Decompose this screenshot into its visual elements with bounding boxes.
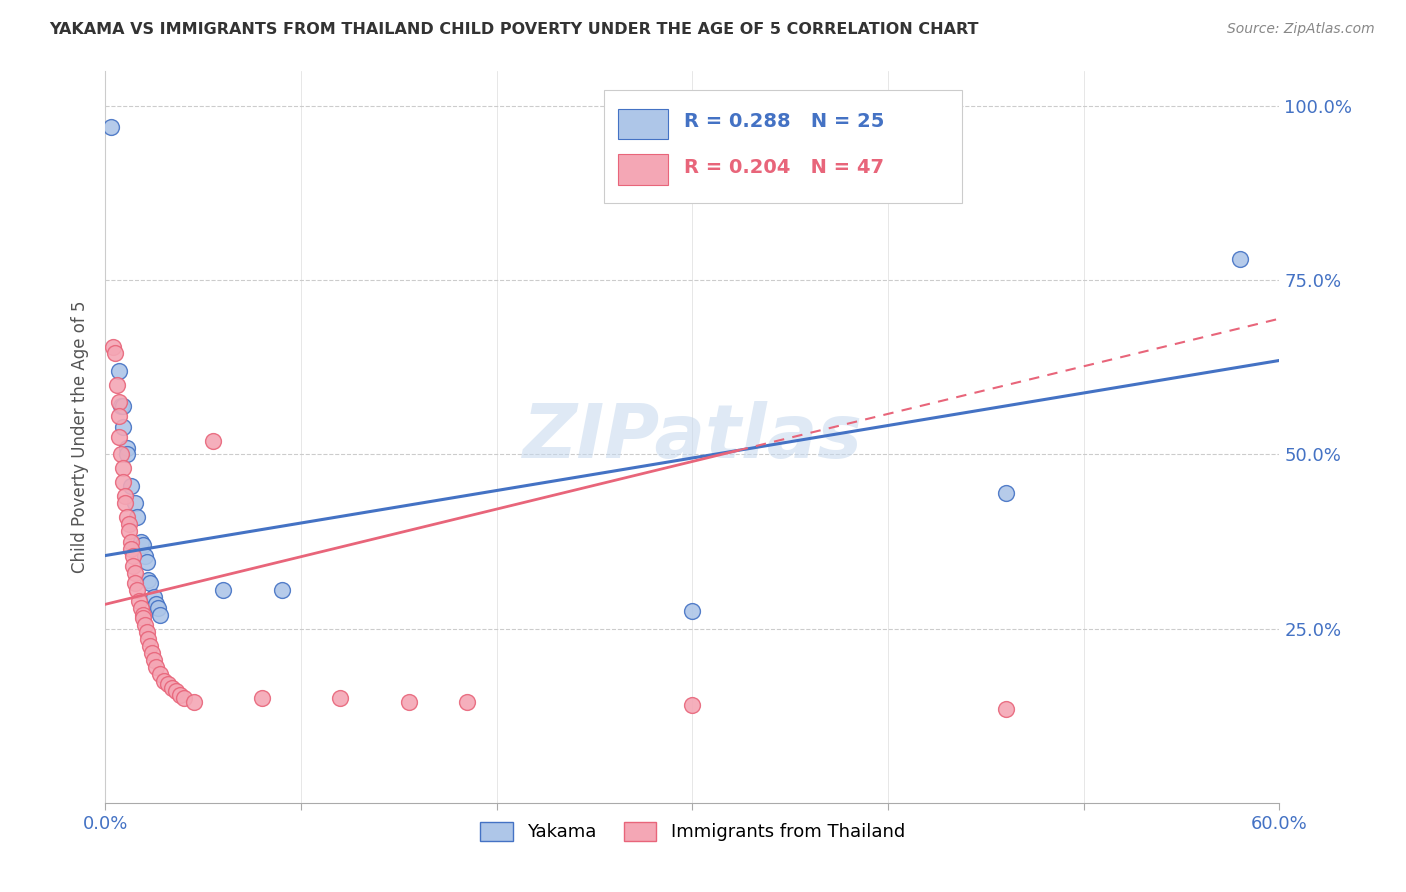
Point: [112, 461, 135, 475]
Point: [124, 576, 146, 591]
Point: [145, 597, 167, 611]
Point: [270, 583, 292, 598]
Point: [134, 549, 156, 563]
Text: Source: ZipAtlas.com: Source: ZipAtlas.com: [1227, 22, 1375, 37]
Point: [202, 434, 225, 448]
Point: [108, 430, 131, 444]
Point: [118, 524, 141, 538]
Point: [134, 618, 156, 632]
Point: [173, 691, 195, 706]
Point: [124, 566, 146, 580]
Point: [112, 475, 135, 490]
Point: [148, 600, 170, 615]
Point: [108, 364, 131, 378]
Point: [105, 377, 128, 392]
FancyBboxPatch shape: [619, 154, 668, 185]
Point: [110, 448, 132, 462]
Point: [456, 695, 478, 709]
Text: R = 0.204   N = 47: R = 0.204 N = 47: [685, 159, 884, 178]
Point: [128, 594, 150, 608]
Point: [115, 510, 138, 524]
Point: [121, 558, 143, 573]
Point: [112, 399, 135, 413]
Y-axis label: Child Poverty Under the Age of 5: Child Poverty Under the Age of 5: [72, 301, 90, 574]
Point: [108, 395, 131, 409]
Point: [135, 556, 157, 570]
Point: [994, 702, 1017, 716]
Text: YAKAMA VS IMMIGRANTS FROM THAILAND CHILD POVERTY UNDER THE AGE OF 5 CORRELATION : YAKAMA VS IMMIGRANTS FROM THAILAND CHILD…: [49, 22, 979, 37]
Point: [100, 120, 122, 134]
Point: [120, 534, 142, 549]
Point: [682, 698, 704, 713]
Text: ZIPatlas: ZIPatlas: [523, 401, 862, 474]
Point: [135, 625, 157, 640]
Point: [131, 538, 153, 552]
Point: [149, 667, 172, 681]
FancyBboxPatch shape: [619, 109, 668, 139]
Text: R = 0.288   N = 25: R = 0.288 N = 25: [685, 112, 884, 131]
Point: [129, 534, 152, 549]
Point: [682, 604, 704, 618]
Point: [114, 489, 136, 503]
Point: [141, 646, 163, 660]
Point: [160, 681, 183, 695]
Point: [250, 691, 273, 706]
Point: [120, 479, 142, 493]
FancyBboxPatch shape: [605, 90, 963, 203]
Point: [143, 653, 166, 667]
Point: [138, 632, 160, 646]
Point: [125, 510, 148, 524]
Point: [138, 573, 160, 587]
Point: [131, 611, 153, 625]
Point: [139, 639, 162, 653]
Point: [169, 688, 191, 702]
Point: [211, 583, 233, 598]
Point: [398, 695, 420, 709]
Point: [115, 441, 138, 455]
Point: [112, 419, 135, 434]
Legend: Yakama, Immigrants from Thailand: Yakama, Immigrants from Thailand: [472, 814, 912, 848]
Point: [103, 339, 125, 353]
Point: [329, 691, 352, 706]
Point: [115, 448, 138, 462]
Point: [124, 496, 146, 510]
Point: [131, 607, 153, 622]
Point: [125, 583, 148, 598]
Point: [165, 684, 187, 698]
Point: [1229, 252, 1251, 267]
Point: [104, 346, 127, 360]
Point: [121, 549, 143, 563]
Point: [149, 607, 172, 622]
Point: [145, 660, 167, 674]
Point: [110, 399, 132, 413]
Point: [143, 591, 166, 605]
Point: [129, 600, 152, 615]
Point: [153, 673, 176, 688]
Point: [108, 409, 131, 424]
Point: [139, 576, 162, 591]
Point: [183, 695, 205, 709]
Point: [118, 517, 141, 532]
Point: [120, 541, 142, 556]
Point: [157, 677, 180, 691]
Point: [994, 485, 1017, 500]
Point: [114, 496, 136, 510]
